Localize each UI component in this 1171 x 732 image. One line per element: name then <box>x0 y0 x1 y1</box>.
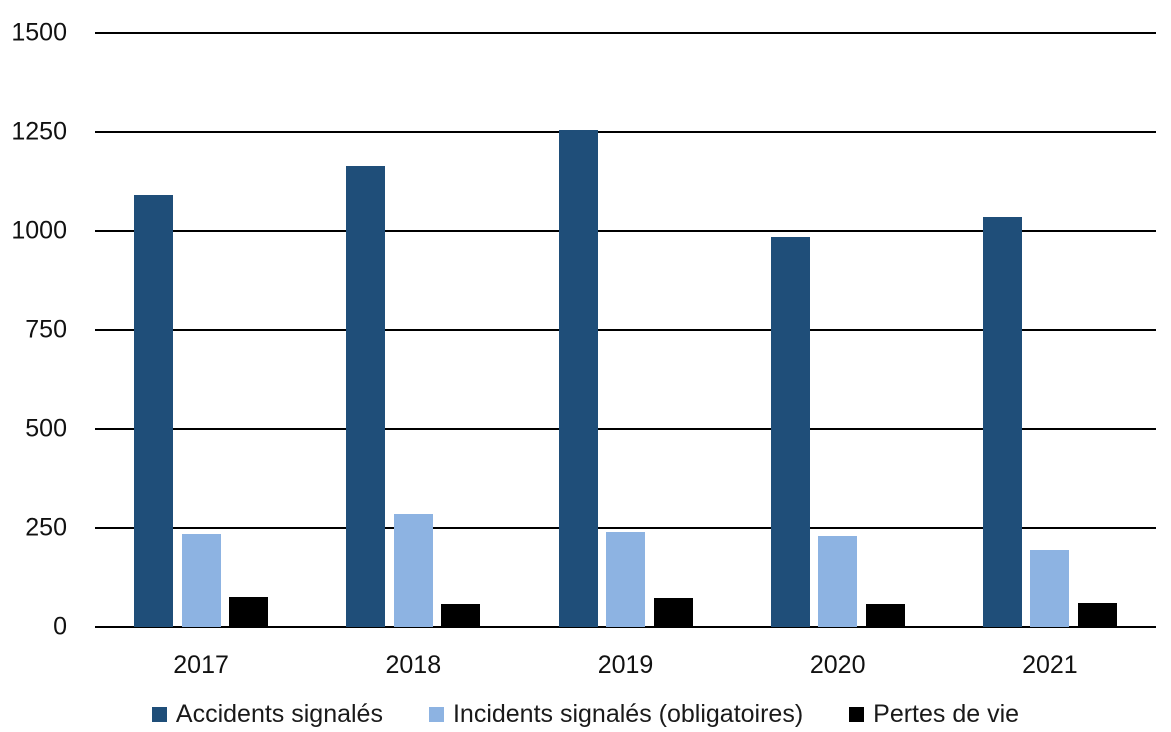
bar-series2-2021 <box>1030 549 1070 627</box>
bar-series3-2018 <box>441 604 481 627</box>
bar-series2-2020 <box>818 535 858 627</box>
legend-label: Incidents signalés (obligatoires) <box>452 699 804 728</box>
bar-series3-2021 <box>1077 603 1117 627</box>
y-tick-label-250: 250 <box>25 513 67 542</box>
legend-item-2: Incidents signalés (obligatoires) <box>428 699 804 728</box>
gridline-250 <box>95 527 1156 529</box>
y-tick-label-1000: 1000 <box>11 216 67 245</box>
x-tick-label-2021: 2021 <box>1022 651 1078 679</box>
bar-series1-2019 <box>558 130 598 627</box>
bar-series2-2018 <box>393 514 433 627</box>
bar-series1-2017 <box>134 195 174 627</box>
legend: Accidents signalés Incidents signalés (ob… <box>0 698 1171 730</box>
bar-series1-2021 <box>982 217 1022 627</box>
x-axis-line <box>95 626 1156 628</box>
bar-series2-2017 <box>181 533 221 627</box>
gridline-500 <box>95 428 1156 430</box>
legend-item-3: Pertes de vie <box>849 699 1020 728</box>
gridline-1500 <box>95 32 1156 34</box>
gridline-1000 <box>95 230 1156 232</box>
y-tick-label-500: 500 <box>25 414 67 443</box>
legend-swatch-icon <box>849 706 865 722</box>
y-tick-label-1250: 1250 <box>11 117 67 146</box>
legend-swatch-icon <box>428 706 444 722</box>
legend-item-1: Accidents signalés <box>151 699 383 728</box>
x-tick-label-2020: 2020 <box>809 651 866 679</box>
bar-series2-2019 <box>606 531 645 627</box>
x-tick-label-2018: 2018 <box>385 651 442 679</box>
y-tick-label-0: 0 <box>53 612 67 641</box>
x-tick-label-2017: 2017 <box>173 651 229 679</box>
bar-series3-2019 <box>653 598 693 627</box>
legend-label: Pertes de vie <box>873 699 1020 728</box>
bar-series1-2018 <box>346 165 386 627</box>
bar-series3-2017 <box>229 596 269 627</box>
x-tick-label-2019: 2019 <box>597 651 654 679</box>
gridline-1250 <box>95 131 1156 133</box>
legend-swatch-icon <box>151 706 167 722</box>
bar-series3-2020 <box>865 604 905 627</box>
y-tick-label-750: 750 <box>25 315 67 344</box>
y-tick-label-1500: 1500 <box>11 18 67 47</box>
legend-label: Accidents signalés <box>175 699 383 728</box>
bar-series1-2020 <box>770 236 810 627</box>
gridline-750 <box>95 329 1156 331</box>
